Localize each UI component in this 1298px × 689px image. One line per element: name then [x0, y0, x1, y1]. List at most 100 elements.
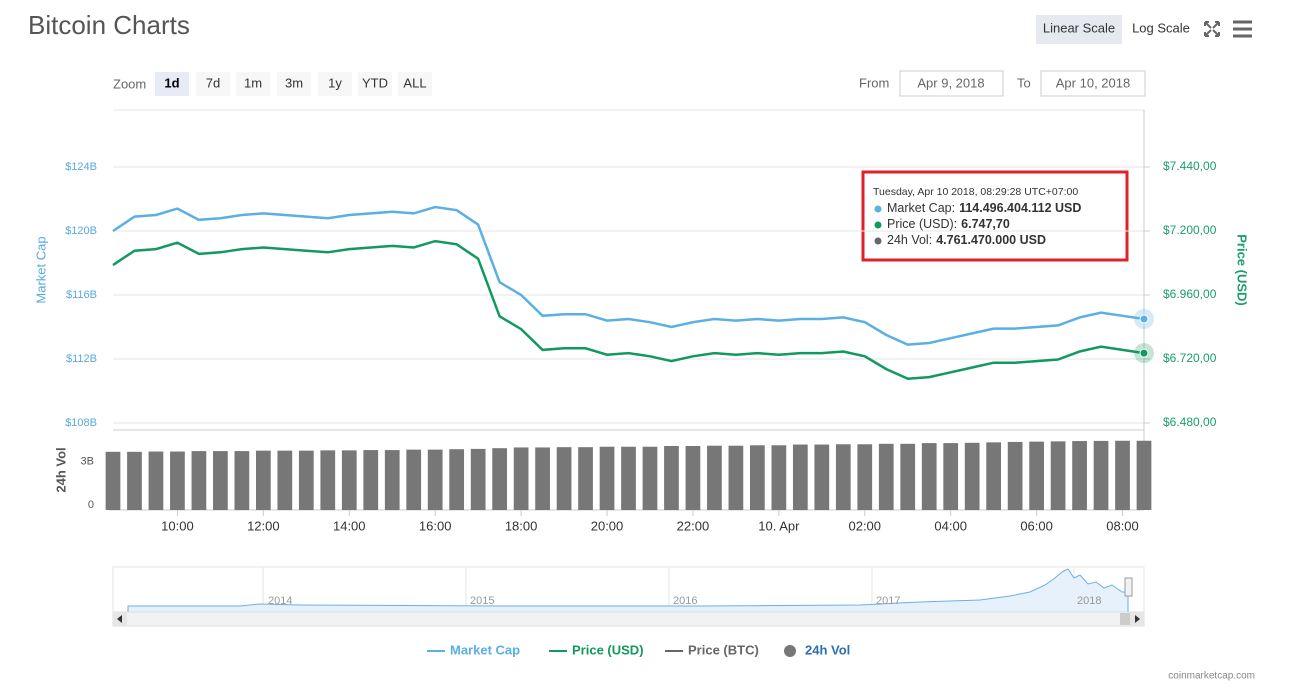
volume-bar — [255, 450, 271, 510]
zoom-button[interactable]: YTD — [362, 75, 388, 90]
y-tick-label: $108B — [65, 417, 97, 429]
volume-bar — [427, 449, 443, 510]
hover-point — [1139, 314, 1149, 324]
tooltip-label: Market Cap: — [887, 201, 955, 215]
tooltip-bullet — [874, 205, 882, 213]
volume-bar — [878, 443, 894, 510]
zoom-label: Zoom — [113, 76, 146, 91]
volume-bar — [642, 446, 658, 510]
legend-label[interactable]: Price (BTC) — [688, 642, 759, 657]
tooltip-row: Price (USD): 6.747,70 — [887, 217, 1010, 231]
volume-bar — [470, 448, 486, 510]
zoom-button[interactable]: 3m — [285, 75, 303, 90]
volume-bar — [1007, 441, 1023, 510]
legend-label[interactable]: 24h Vol — [805, 642, 850, 657]
zoom-button-bg[interactable] — [236, 72, 270, 96]
volume-bar — [320, 450, 336, 510]
y-axis-title: Market Cap — [33, 236, 48, 303]
volume-bar — [857, 444, 873, 510]
volume-bar — [535, 447, 550, 510]
volume-bar — [1093, 440, 1109, 510]
x-tick-label: 22:00 — [677, 518, 710, 533]
y2-tick-label: $6.480,00 — [1163, 415, 1217, 429]
y-tick-label: $120B — [65, 225, 97, 237]
y2-axis-title: Price (USD) — [1235, 234, 1250, 306]
x-tick-label: 10. Apr — [758, 518, 800, 533]
zoom-button-bg[interactable] — [155, 72, 189, 96]
tooltip-label: 24h Vol: — [887, 233, 932, 247]
y3-tick-label: 3B — [81, 455, 94, 467]
y-tick-label: $124B — [65, 161, 97, 173]
tooltip-row: Market Cap: 114.496.404.112 USD — [887, 201, 1081, 215]
x-tick-label: 04:00 — [934, 518, 967, 533]
volume-bar — [191, 451, 207, 510]
legend-label[interactable]: Market Cap — [450, 642, 520, 657]
series-line — [112, 205, 1145, 346]
credit[interactable]: coinmarketcap.com — [1168, 671, 1255, 682]
to-value[interactable]: Apr 10, 2018 — [1056, 75, 1130, 90]
zoom-button[interactable]: 1y — [328, 75, 342, 90]
volume-bar — [621, 446, 636, 510]
zoom-button-bg[interactable] — [318, 72, 352, 96]
zoom-button-bg[interactable] — [358, 72, 392, 96]
y2-tick-label: $7.440,00 — [1163, 159, 1217, 173]
volume-bar — [728, 445, 744, 510]
zoom-button[interactable]: 7d — [206, 75, 220, 90]
volume-bar — [814, 444, 830, 510]
volume-bar — [105, 451, 121, 510]
x-tick-label: 20:00 — [591, 518, 624, 533]
zoom-button[interactable]: 1m — [244, 75, 262, 90]
volume-bar — [449, 449, 465, 510]
navigator-label: 2014 — [268, 595, 292, 607]
volume-bar — [964, 442, 980, 510]
zoom-button-bg[interactable] — [277, 72, 311, 96]
y3-tick-label: 0 — [88, 499, 94, 511]
volume-bar — [835, 444, 851, 510]
menu-icon[interactable] — [1233, 20, 1252, 38]
tooltip-title: Tuesday, Apr 10 2018, 08:29:28 UTC+07:00 — [873, 186, 1078, 198]
volume-bar — [1072, 441, 1087, 510]
navigator-label: 2018 — [1077, 595, 1101, 607]
x-tick-label: 16:00 — [419, 518, 452, 533]
volume-bar — [750, 445, 765, 510]
navigator[interactable] — [112, 566, 1145, 627]
y2-tick-label: $6.960,00 — [1163, 287, 1217, 301]
x-tick-label: 10:00 — [161, 518, 194, 533]
y-tick-label: $112B — [66, 353, 97, 365]
series-line — [112, 239, 1145, 380]
volume-bar — [599, 446, 615, 510]
volume-bar — [513, 447, 529, 510]
volume-bar — [664, 446, 679, 510]
x-tick-label: 14:00 — [333, 518, 366, 533]
fullscreen-icon[interactable] — [1204, 21, 1220, 37]
zoom-button-bg[interactable] — [398, 72, 432, 96]
legend-symbol[interactable] — [784, 645, 796, 657]
volume-bar — [148, 451, 164, 510]
scale-button-bg[interactable] — [1036, 15, 1122, 44]
legend-label[interactable]: Price (USD) — [572, 642, 644, 657]
from-label: From — [859, 75, 889, 90]
scale-button[interactable]: Linear Scale — [1043, 20, 1115, 35]
zoom-button[interactable]: 1d — [164, 75, 179, 90]
from-input[interactable] — [899, 70, 1004, 97]
zoom-button[interactable]: ALL — [403, 75, 426, 90]
volume-bar — [900, 443, 916, 510]
from-value[interactable]: Apr 9, 2018 — [917, 75, 984, 90]
x-tick-label: 18:00 — [505, 518, 538, 533]
x-tick-label: 08:00 — [1106, 518, 1139, 533]
volume-bar — [921, 443, 937, 510]
tooltip-label: Price (USD): — [887, 217, 957, 231]
zoom-button-bg[interactable] — [196, 72, 230, 96]
scale-button[interactable]: Log Scale — [1132, 20, 1190, 35]
page-title: Bitcoin Charts — [28, 10, 190, 40]
to-input[interactable] — [1040, 70, 1146, 97]
volume-bar — [792, 444, 808, 510]
volume-bar — [341, 450, 357, 510]
tooltip-bullet — [874, 221, 882, 229]
tooltip-value: 4.761.470.000 USD — [936, 233, 1046, 247]
y-tick-label: $116B — [66, 289, 97, 301]
volume-bar — [277, 450, 293, 510]
tooltip-bullet — [874, 237, 882, 245]
x-tick-label: 06:00 — [1020, 518, 1053, 533]
